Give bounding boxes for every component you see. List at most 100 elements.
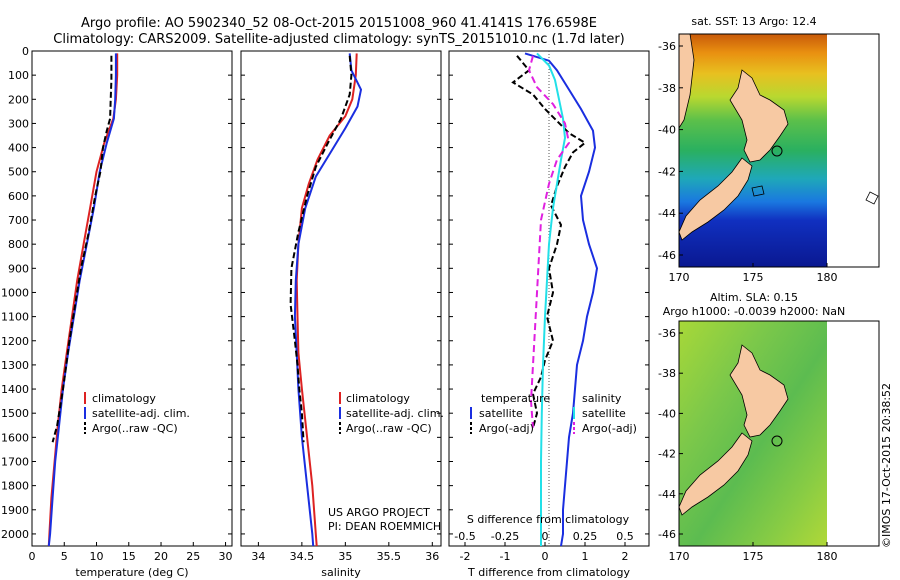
map-x-tick-label: 180	[817, 550, 838, 563]
x-tick-label: 5	[61, 550, 68, 563]
x-tick-label: 35.5	[377, 550, 402, 563]
y-tick-label: 1100	[1, 311, 29, 324]
map-x-tick-label: 170	[669, 271, 690, 284]
y-tick-label: 1200	[1, 335, 29, 348]
salinity-axes: 34 34.5 35 35.5 36	[241, 50, 441, 563]
y-tick-label: 1700	[1, 455, 29, 468]
legend-label: Argo(..raw -QC)	[92, 422, 178, 435]
series-line	[293, 53, 363, 547]
map-y-tick-label: -42	[658, 448, 676, 461]
map-y-tick-label: -46	[658, 528, 676, 541]
difference-axes: -2 -1 0 1 2 -0.5 -0.25 0 0.25 0.5	[449, 50, 649, 563]
x-tick-label: 0	[542, 550, 549, 563]
series-line	[51, 55, 113, 443]
sst-map	[678, 33, 880, 268]
temperature-xlabel: temperature (deg C)	[75, 566, 188, 579]
legend-label: climatology	[346, 392, 410, 405]
salinity-panel-frame	[240, 50, 442, 547]
y-tick-label: 0	[22, 45, 29, 58]
legend-label: satellite	[479, 407, 523, 420]
legend-label: satellite	[582, 407, 626, 420]
legend-label: satellite-adj. clim.	[346, 407, 444, 420]
legend-label: Argo(-adj)	[582, 422, 637, 435]
y-tick-label: 1600	[1, 431, 29, 444]
y-tick-label: 1400	[1, 383, 29, 396]
imos-credit: ©IMOS 17-Oct-2015 20:38:52	[880, 383, 893, 548]
legend-heading-temperature: temperature	[481, 392, 550, 405]
x-tick-label: 30	[219, 550, 233, 563]
series-line	[47, 53, 117, 547]
x-tick-label: 15	[122, 550, 136, 563]
sla-map-subtitle: Argo h1000: -0.0039 h2000: NaN	[663, 305, 846, 318]
no-data-area	[827, 34, 879, 267]
sla-map-title: Altim. SLA: 0.15	[710, 291, 798, 304]
x-tick-label: -1	[500, 550, 511, 563]
map-x-tick-label: 170	[669, 550, 690, 563]
temperature-panel-frame	[31, 50, 233, 547]
x-tick-label: 0	[29, 550, 36, 563]
top-x-tick-label: 0	[542, 530, 549, 543]
map-y-tick-label: -40	[658, 124, 676, 137]
y-tick-label: 1900	[1, 504, 29, 517]
y-tick-label: 1300	[1, 359, 29, 372]
no-data-area	[827, 321, 879, 546]
salinity-legend: climatology satellite-adj. clim. Argo(..…	[339, 392, 444, 435]
map-y-tick-label: -44	[658, 488, 676, 501]
sst-map-frame	[678, 33, 880, 268]
figure-subtitle: Climatology: CARS2009. Satellite-adjuste…	[53, 32, 625, 47]
top-x-tick-label: 0.25	[573, 530, 598, 543]
y-tick-label: 500	[8, 166, 29, 179]
pi-annotation: PI: DEAN ROEMMICH	[328, 520, 441, 533]
legend-label: Argo(..raw -QC)	[346, 422, 432, 435]
series-line	[527, 55, 571, 428]
x-tick-label: 35	[338, 550, 352, 563]
x-tick-label: 34	[251, 550, 265, 563]
salinity-xlabel: salinity	[321, 566, 361, 579]
map-y-tick-label: -36	[658, 327, 676, 340]
y-tick-label: 800	[8, 238, 29, 251]
top-x-tick-label: -0.5	[454, 530, 475, 543]
y-tick-label: 300	[8, 117, 29, 130]
map-x-tick-label: 180	[817, 271, 838, 284]
y-tick-label: 700	[8, 214, 29, 227]
map-y-tick-label: -38	[658, 367, 676, 380]
chatham-rise-contour	[751, 185, 765, 197]
sst-map-title: sat. SST: 13 Argo: 12.4	[691, 15, 816, 28]
difference-legend: temperature satellite Argo(-adj) salinit…	[470, 392, 637, 435]
legend-label: satellite-adj. clim.	[92, 407, 190, 420]
y-tick-label: 1800	[1, 480, 29, 493]
map-y-tick-label: -38	[658, 82, 676, 95]
x-tick-label: 25	[186, 550, 200, 563]
y-tick-label: 1000	[1, 286, 29, 299]
y-tick-label: 400	[8, 142, 29, 155]
map-x-tick-label: 175	[743, 550, 764, 563]
x-tick-label: 34.5	[290, 550, 315, 563]
sla-map	[678, 320, 880, 547]
y-tick-label: 2000	[1, 528, 29, 541]
x-tick-label: 1	[582, 550, 589, 563]
temperature-lines	[47, 53, 119, 547]
x-tick-label: 10	[90, 550, 104, 563]
y-tick-label: 200	[8, 93, 29, 106]
difference-lines	[511, 52, 599, 547]
map-y-tick-label: -42	[658, 165, 676, 178]
project-annotation: US ARGO PROJECT	[328, 506, 430, 519]
south-island	[678, 157, 753, 241]
x-tick-label: 2	[622, 550, 629, 563]
temperature-legend: climatology satellite-adj. clim. Argo(..…	[84, 392, 190, 435]
map-x-tick-label: 175	[743, 271, 764, 284]
figure-title: Argo profile: AO 5902340_52 08-Oct-2015 …	[81, 16, 597, 31]
x-tick-label: 20	[154, 550, 168, 563]
legend-label: climatology	[92, 392, 156, 405]
temperature-axes: 0 5 10 15 20 25 300100200300400500600700800900…	[1, 45, 233, 563]
map-y-tick-label: -40	[658, 407, 676, 420]
y-tick-label: 600	[8, 190, 29, 203]
north-island	[729, 344, 789, 438]
difference-xlabel: T difference from climatology	[467, 566, 630, 579]
chatham-islands	[865, 191, 879, 205]
y-tick-label: 900	[8, 262, 29, 275]
series-line	[289, 55, 353, 443]
map-y-tick-label: -44	[658, 207, 676, 220]
difference-top-xlabel: S difference from climatology	[467, 513, 630, 526]
